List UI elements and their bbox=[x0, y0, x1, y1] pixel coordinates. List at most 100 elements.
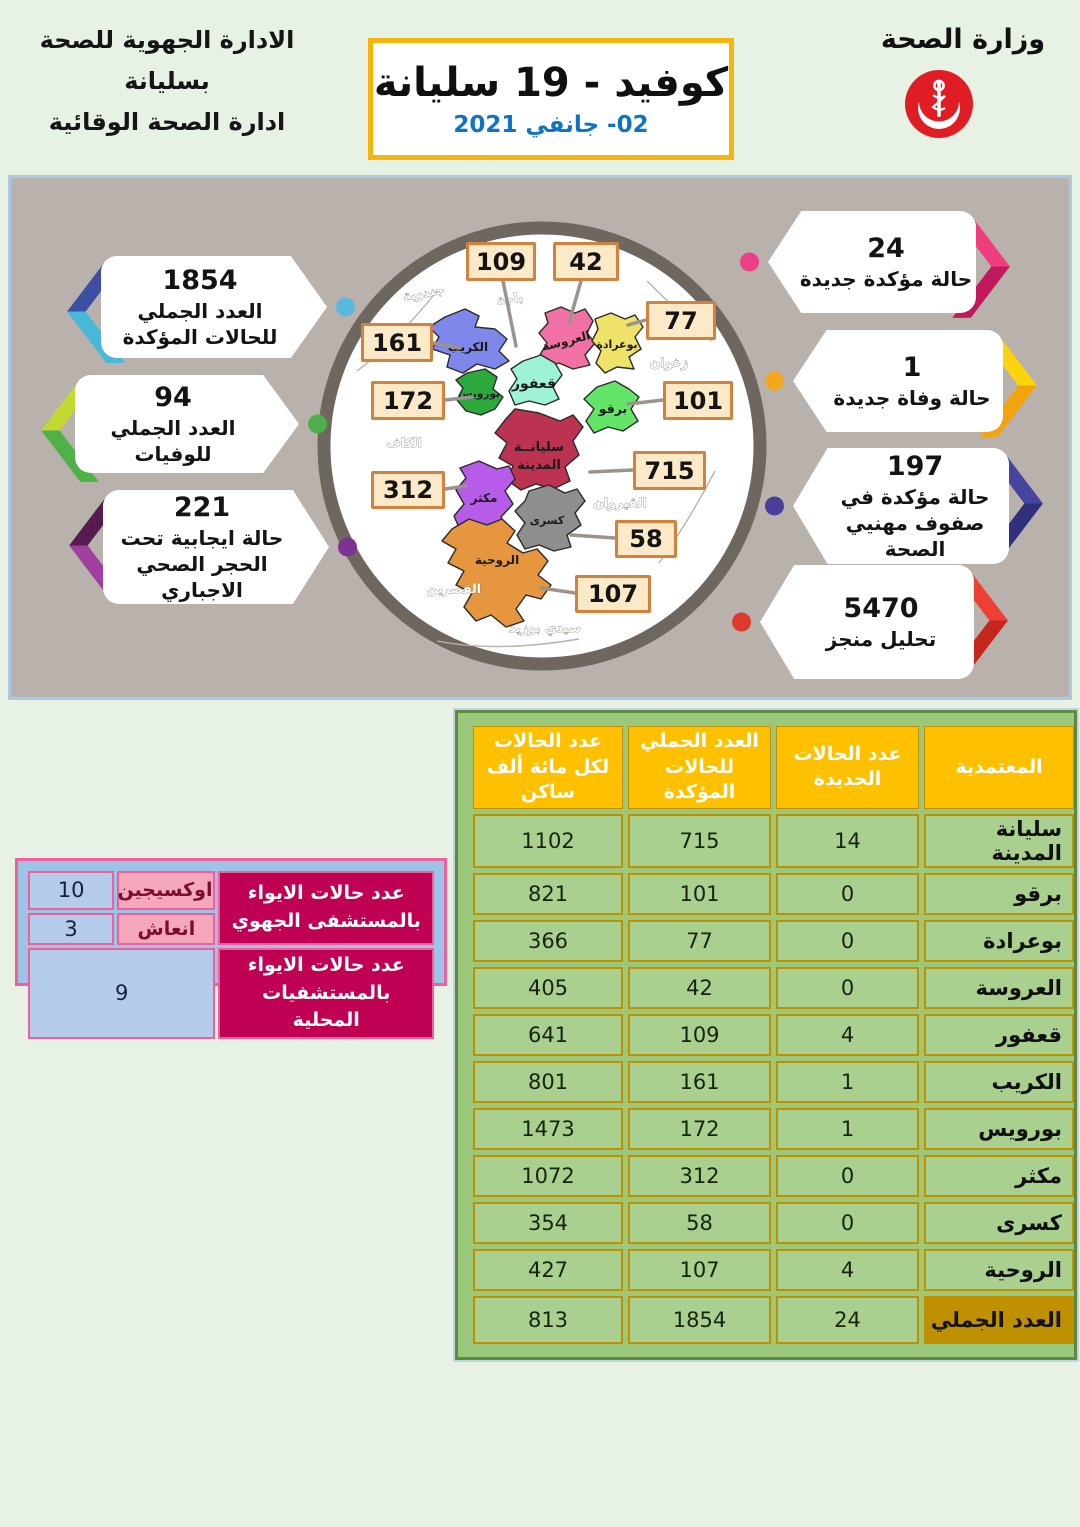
regional-directorate-title: الادارة الجهوية للصحة بسليانة ادارة الصح… bbox=[14, 20, 320, 142]
stat-tests-performed: 5470 تحليل منجز bbox=[732, 565, 1012, 679]
delegation-labels: الكريب العروسة بوعرادة قعفور بورويس برقو… bbox=[448, 328, 638, 568]
label-bourouis: بورويس bbox=[458, 388, 500, 400]
delegation-name-cell: مكثر bbox=[924, 1154, 1074, 1197]
table-row: بوعرادة 0 77 366 bbox=[473, 919, 1074, 962]
stat-label: حالة مؤكدة جديدة bbox=[799, 266, 973, 291]
report-date: 02- جانفي 2021 bbox=[453, 112, 649, 138]
per-100k-cell: 427 bbox=[473, 1248, 623, 1291]
stat-value: 221 bbox=[173, 491, 231, 523]
header-new-cases: عدد الحالات الجديدة bbox=[776, 726, 919, 809]
stat-total-deaths: 94 العدد الجملي للوفيات bbox=[37, 375, 327, 482]
stat-new-deaths: 1 حالة وفاة جديدة bbox=[765, 330, 1041, 437]
org-line-3: ادارة الصحة الوقائية bbox=[48, 107, 286, 136]
map-callout-makthar: 312 bbox=[371, 471, 445, 509]
delegation-name-cell: الكريب bbox=[924, 1060, 1074, 1103]
table-row: سليانة المدينة 14 715 1102 bbox=[473, 813, 1074, 868]
map-callout-bourouis: 172 bbox=[371, 381, 445, 420]
new-cases-cell: 0 bbox=[776, 966, 919, 1009]
stat-label: العدد الجملي للحالات المؤكدة bbox=[122, 298, 278, 349]
delegation-shapes bbox=[428, 306, 644, 628]
ribbon-dot-icon bbox=[732, 612, 751, 632]
icu-value-cell: 3 bbox=[28, 912, 115, 945]
per-100k-cell: 1102 bbox=[473, 813, 623, 868]
per-100k-cell: 1072 bbox=[473, 1154, 623, 1197]
siliana-map-svg: الكريب العروسة بوعرادة قعفور بورويس برقو… bbox=[317, 221, 767, 671]
new-cases-cell: 0 bbox=[776, 1201, 919, 1244]
table-row: بورويس 1 172 1473 bbox=[473, 1107, 1074, 1150]
label-makthar: مكثر bbox=[470, 491, 498, 505]
stat-label: تحليل منجز bbox=[825, 626, 937, 651]
ribbon-dot-icon bbox=[308, 414, 327, 434]
stat-new-confirmed-cases: 24 حالة مؤكدة جديدة bbox=[740, 211, 1014, 318]
per-100k-cell: 821 bbox=[473, 872, 623, 915]
report-title-box: كوفيد - 19 سليانة 02- جانفي 2021 bbox=[368, 38, 734, 160]
delegation-name-cell: بورويس bbox=[924, 1107, 1074, 1150]
label-bouarada: بوعرادة bbox=[596, 338, 637, 351]
new-cases-cell: 14 bbox=[776, 813, 919, 868]
new-cases-cell: 4 bbox=[776, 1248, 919, 1291]
total-cases-cell: 107 bbox=[628, 1248, 771, 1291]
stat-value: 5470 bbox=[843, 592, 919, 624]
ribbon-dot-icon bbox=[765, 496, 784, 516]
table-header-row: المعتمدية عدد الحالات الجديدة العدد الجم… bbox=[473, 726, 1074, 809]
header-per-100k: عدد الحالات لكل مائة ألف ساكن bbox=[473, 726, 623, 809]
delegation-name-cell: كسرى bbox=[924, 1201, 1074, 1244]
map-callout-gaafour: 109 bbox=[466, 242, 536, 281]
total-cases-cell: 109 bbox=[628, 1013, 771, 1056]
table-row: مكثر 0 312 1072 bbox=[473, 1154, 1074, 1197]
per-100k-cell: 641 bbox=[473, 1013, 623, 1056]
region-kesra bbox=[514, 484, 586, 552]
ribbon-dot-icon bbox=[740, 252, 759, 272]
report-title: كوفيد - 19 سليانة bbox=[373, 60, 729, 106]
ministry-title: وزارة الصحة bbox=[880, 24, 1046, 55]
total-label-cell: العدد الجملي bbox=[924, 1295, 1074, 1344]
label-kreeb: الكريب bbox=[448, 340, 488, 354]
label-kasserine: القصرين bbox=[427, 581, 481, 596]
icu-label-cell: انعاش bbox=[117, 912, 216, 945]
total-cases-cell: 101 bbox=[628, 872, 771, 915]
label-kef: الكاف bbox=[386, 435, 421, 450]
region-bourouis bbox=[455, 368, 504, 416]
map-callout-aroussa: 42 bbox=[553, 242, 619, 281]
new-cases-cell: 1 bbox=[776, 1060, 919, 1103]
stat-health-workers-cases: 197 حالة مؤكدة في صفوف مهنيي الصحة bbox=[765, 448, 1047, 564]
map-callout-siliana-medina: 715 bbox=[633, 451, 706, 490]
delegations-table: المعتمدية عدد الحالات الجديدة العدد الجم… bbox=[453, 708, 1079, 1362]
delegation-name-cell: الروحية bbox=[924, 1248, 1074, 1291]
new-cases-cell: 0 bbox=[776, 919, 919, 962]
stat-total-confirmed-cases: 1854 العدد الجملي للحالات المؤكدة bbox=[63, 256, 355, 363]
stat-value: 197 bbox=[886, 450, 944, 482]
ministry-of-health-logo-icon bbox=[905, 70, 973, 138]
label-bargou: برقو bbox=[598, 401, 628, 416]
total-confirmed-cell: 1854 bbox=[628, 1295, 771, 1344]
delegation-name-cell: قعفور bbox=[924, 1013, 1074, 1056]
oxygen-label-cell: اوكسيجين bbox=[117, 871, 216, 910]
region-gaafour bbox=[508, 354, 563, 406]
stat-value: 1854 bbox=[162, 264, 238, 296]
ribbon-dot-icon bbox=[765, 371, 784, 391]
ribbon-dot-icon bbox=[336, 297, 355, 317]
region-bouarada bbox=[591, 312, 644, 374]
table-row: الروحية 4 107 427 bbox=[473, 1248, 1074, 1291]
local-hospitals-value-cell: 9 bbox=[28, 948, 216, 1039]
delegation-name-cell: بوعرادة bbox=[924, 919, 1074, 962]
label-sidi-bouzid: سيدي بوزيد bbox=[509, 620, 581, 635]
governorate-map: الكريب العروسة بوعرادة قعفور بورويس برقو… bbox=[317, 221, 767, 671]
total-cases-cell: 161 bbox=[628, 1060, 771, 1103]
label-kairouan: القيروان bbox=[593, 495, 647, 510]
per-100k-cell: 405 bbox=[473, 966, 623, 1009]
stat-value: 24 bbox=[867, 232, 905, 264]
total-cases-cell: 42 bbox=[628, 966, 771, 1009]
per-100k-cell: 1473 bbox=[473, 1107, 623, 1150]
new-cases-cell: 1 bbox=[776, 1107, 919, 1150]
label-gaafour: قعفور bbox=[511, 376, 556, 392]
per-100k-cell: 366 bbox=[473, 919, 623, 962]
total-cases-cell: 312 bbox=[628, 1154, 771, 1197]
new-cases-cell: 0 bbox=[776, 872, 919, 915]
table-total-row: العدد الجملي 24 1854 813 bbox=[473, 1295, 1074, 1344]
total-cases-cell: 77 bbox=[628, 919, 771, 962]
stat-value: 94 bbox=[154, 381, 192, 413]
map-callout-rouhia: 107 bbox=[575, 575, 651, 613]
per-100k-cell: 801 bbox=[473, 1060, 623, 1103]
